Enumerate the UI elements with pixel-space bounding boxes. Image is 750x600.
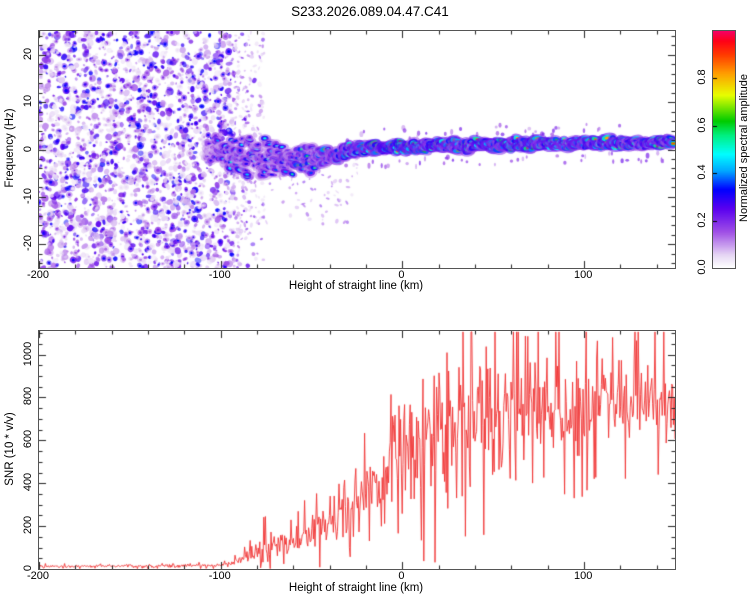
tick-label: 0	[22, 564, 34, 572]
tick-label: 10	[22, 94, 34, 108]
tick-label: 0.4	[696, 164, 708, 180]
snr-plot	[38, 330, 676, 570]
tick-label: 0	[398, 570, 405, 582]
tick-label: -20	[22, 235, 34, 252]
tick-label: 100	[573, 570, 593, 582]
tick-label: 20	[22, 47, 34, 60]
tick-label: 0	[398, 269, 405, 281]
tick-label: -100	[208, 269, 231, 281]
top-x-axis-label: Height of straight line (km)	[288, 280, 424, 292]
tick-label: 200	[22, 515, 34, 535]
tick-label: 0.2	[696, 211, 708, 228]
bottom-y-axis-label: SNR (10 * v/v)	[4, 412, 16, 486]
spectrogram-plot	[38, 30, 676, 269]
tick-label: -10	[22, 187, 34, 204]
tick-label: -200	[26, 269, 50, 281]
top-y-axis-label: Frequency (Hz)	[4, 108, 16, 188]
tick-label: 1000	[22, 341, 34, 366]
tick-label: 400	[22, 473, 34, 492]
tick-label: -100	[208, 570, 231, 582]
colorbar	[712, 30, 736, 269]
tick-label: 600	[22, 430, 34, 449]
tick-label: 800	[22, 387, 34, 406]
tick-label: 0	[22, 145, 34, 152]
tick-label: 0.8	[696, 69, 708, 86]
tick-label: 100	[573, 269, 593, 281]
colorbar-label: Normalized spectral amplitude	[738, 74, 750, 222]
tick-label: 0.6	[696, 117, 708, 133]
figure-title: S233.2026.089.04.47.C41	[291, 4, 449, 19]
tick-label: 0.0	[696, 259, 708, 275]
tick-label: -200	[26, 570, 50, 582]
bottom-x-axis-label: Height of straight line (km)	[288, 582, 424, 594]
